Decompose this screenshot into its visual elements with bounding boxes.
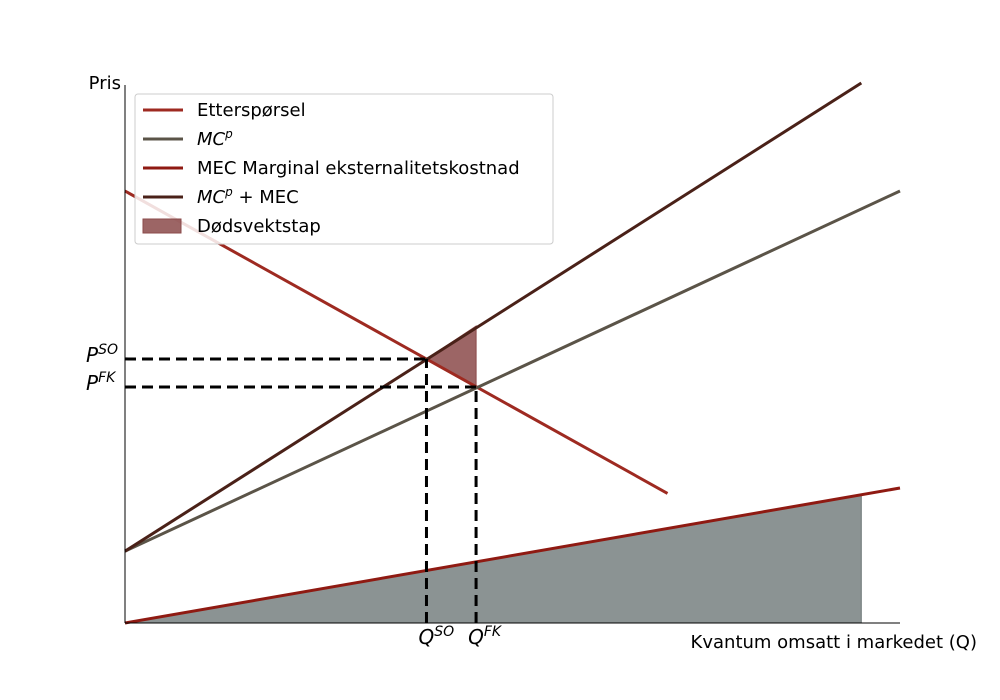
x-tick-label-q_so: QSO	[418, 624, 454, 649]
legend-label-mcp_mec: MCp + MEC	[197, 185, 299, 208]
x-axis-label: Kvantum omsatt i markedet (Q)	[691, 632, 977, 653]
reference-lines-layer	[125, 357, 478, 623]
legend-label-demand: Etterspørsel	[197, 100, 306, 121]
legend-frame	[134, 93, 554, 245]
y-tick-label-p_so: PSO	[86, 342, 118, 367]
axes-layer: Pris Kvantum omsatt i markedet (Q)	[89, 73, 977, 653]
series-line-mec	[124, 486, 901, 625]
y-tick-label-p_fk: PFK	[86, 370, 117, 395]
legend-label-dwl: Dødsvektstap	[197, 216, 321, 237]
legend-swatch-dwl	[142, 218, 182, 234]
y-axis-label: Pris	[89, 73, 121, 94]
x-tick-label-q_fk: QFK	[468, 624, 503, 649]
series-line-mcp	[124, 189, 901, 553]
legend-label-mec: MEC Marginal eksternalitetskostnad	[197, 158, 520, 179]
legend-label-mcp: MCp	[197, 127, 233, 150]
series-line-mcp_mec	[124, 81, 863, 553]
areas-layer	[124, 325, 862, 624]
ticks-layer: QSO QFK PSO PFK	[86, 342, 503, 649]
legend: Etterspørsel MCp MEC Marginal eksternalite…	[134, 93, 554, 245]
